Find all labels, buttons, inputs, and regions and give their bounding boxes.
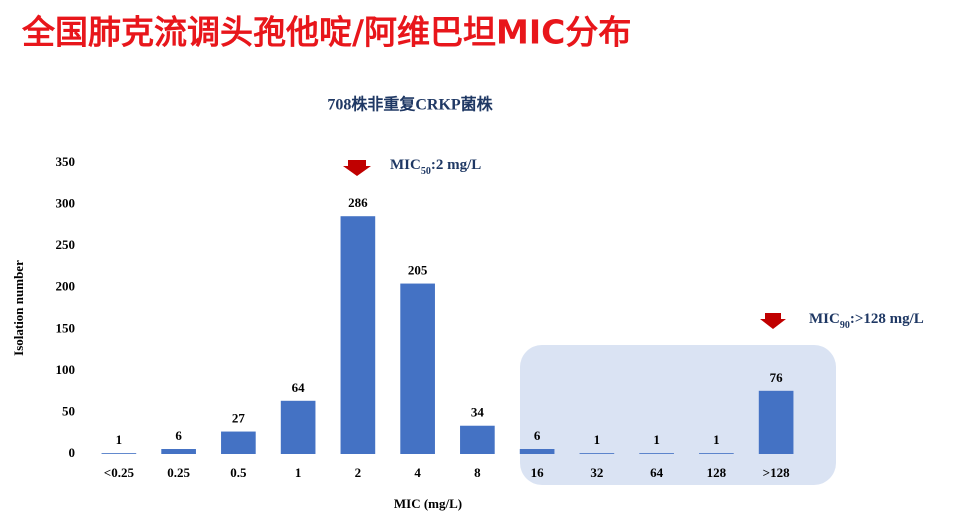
x-tick-label: >128 — [763, 465, 790, 480]
bar — [101, 453, 137, 454]
y-tick-label: 0 — [69, 445, 76, 460]
x-tick-label: 16 — [531, 465, 545, 480]
x-tick-label: 8 — [474, 465, 481, 480]
y-tick-label: 150 — [56, 320, 76, 335]
value-label: 6 — [175, 428, 182, 443]
annotation: MIC90:>128 mg/L — [809, 311, 924, 330]
x-tick-label: 128 — [707, 465, 727, 480]
bar — [340, 216, 376, 454]
value-label: 34 — [471, 405, 485, 420]
value-label: 64 — [292, 380, 306, 395]
value-label: 286 — [348, 195, 368, 210]
x-tick-label: 0.25 — [167, 465, 190, 480]
value-label: 76 — [770, 370, 784, 385]
y-axis-label: Isolation number — [11, 260, 26, 356]
y-tick-label: 350 — [56, 154, 76, 169]
x-tick-label: 64 — [650, 465, 664, 480]
bar — [280, 400, 316, 454]
y-tick-label: 300 — [56, 196, 76, 211]
value-label: 1 — [594, 432, 601, 447]
value-label: 1 — [653, 432, 660, 447]
value-label: 6 — [534, 428, 541, 443]
x-tick-label: 32 — [590, 465, 603, 480]
x-tick-label: 4 — [414, 465, 421, 480]
bar — [639, 453, 674, 454]
value-label: 27 — [232, 411, 246, 426]
x-tick-label: 2 — [355, 465, 362, 480]
x-tick-label: 1 — [295, 465, 302, 480]
bar — [699, 453, 734, 454]
page-title: 全国肺克流调头孢他啶/阿维巴坦MIC分布 — [21, 13, 631, 52]
bar — [519, 449, 555, 454]
bar — [161, 449, 196, 454]
value-label: 1 — [116, 432, 123, 447]
bar — [400, 283, 435, 454]
annotation: MIC50:2 mg/L — [390, 157, 481, 176]
y-tick-label: 250 — [56, 237, 76, 252]
bar — [221, 431, 256, 454]
arrow — [343, 160, 371, 176]
x-tick-label: 0.5 — [230, 465, 247, 480]
x-tick-label: <0.25 — [104, 465, 135, 480]
y-tick-label: 100 — [56, 362, 76, 377]
highlight-box — [520, 345, 836, 485]
value-label: 1 — [713, 432, 720, 447]
value-label: 205 — [408, 263, 428, 278]
bar — [460, 425, 495, 454]
y-tick-label: 200 — [56, 279, 76, 294]
bar — [579, 453, 615, 454]
chart-title: 708株非重复CRKP菌株 — [327, 95, 493, 114]
bar — [758, 390, 794, 454]
arrow — [760, 313, 786, 329]
y-tick-label: 50 — [62, 403, 75, 418]
x-axis-label: MIC (mg/L) — [394, 496, 462, 511]
